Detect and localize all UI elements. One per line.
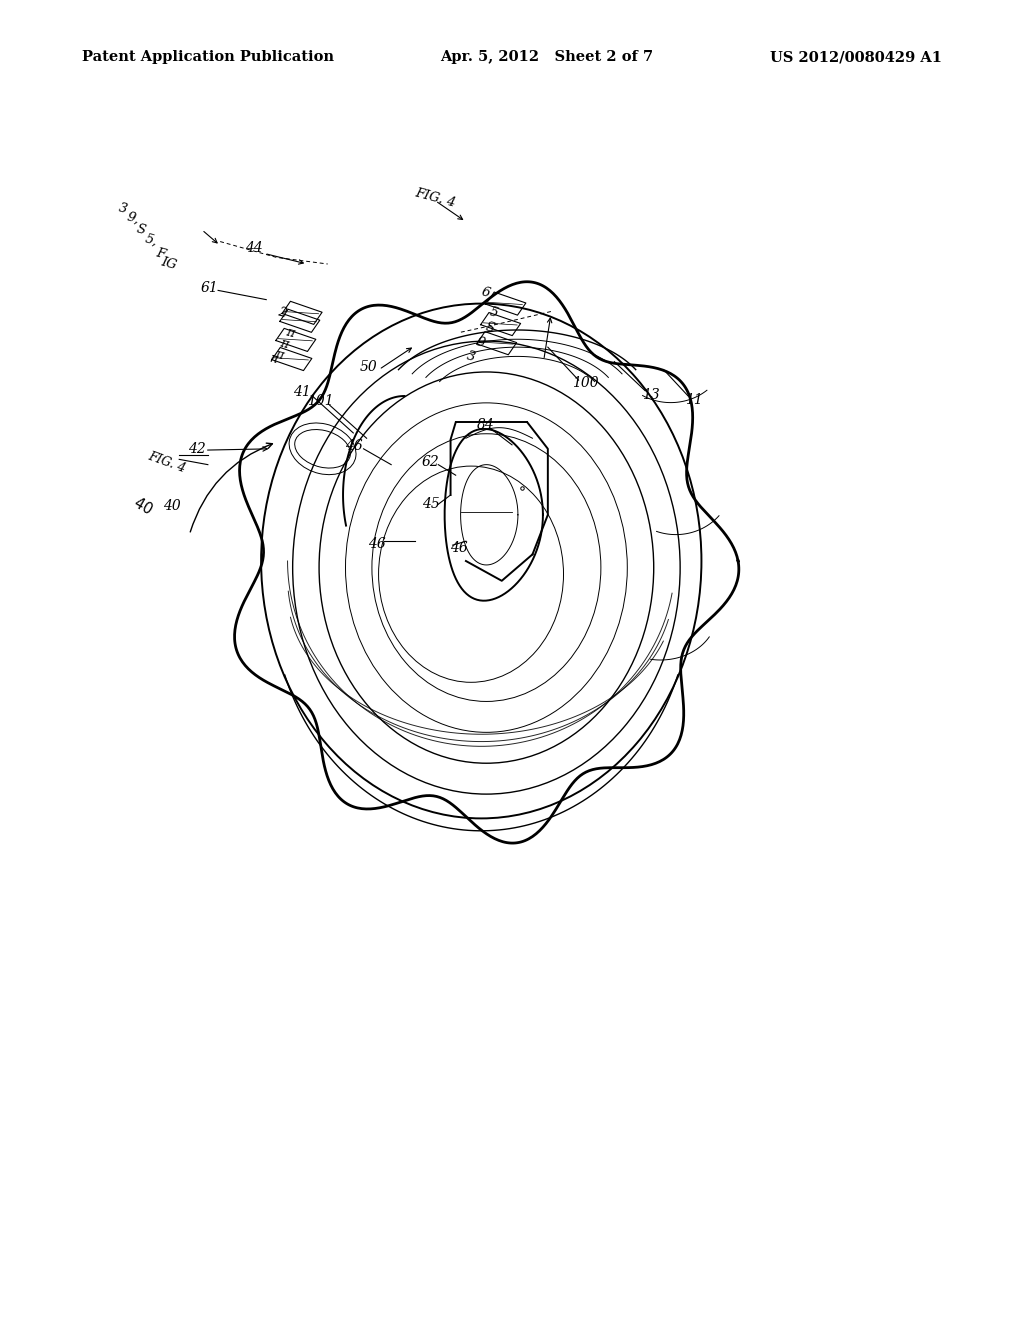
Text: 62: 62 <box>421 455 439 469</box>
Text: 84: 84 <box>476 418 495 432</box>
Text: Apr. 5, 2012   Sheet 2 of 7: Apr. 5, 2012 Sheet 2 of 7 <box>440 50 653 65</box>
Text: 13: 13 <box>642 388 660 401</box>
Text: S: S <box>135 222 147 238</box>
Text: 45: 45 <box>422 498 440 511</box>
Text: 9,: 9, <box>125 210 141 226</box>
Text: π: π <box>284 325 296 341</box>
Text: IG: IG <box>160 256 178 272</box>
Text: 5,: 5, <box>143 232 160 248</box>
Text: 61: 61 <box>201 281 219 294</box>
Text: FIG. 4: FIG. 4 <box>414 186 457 210</box>
Text: 5: 5 <box>487 305 500 321</box>
Text: 101: 101 <box>307 395 334 408</box>
Text: 11: 11 <box>685 393 703 407</box>
Text: $\it{40}$: $\it{40}$ <box>131 494 156 517</box>
Text: Patent Application Publication: Patent Application Publication <box>82 50 334 65</box>
Text: 3: 3 <box>117 201 129 216</box>
Text: 46: 46 <box>345 440 364 453</box>
Text: 46: 46 <box>368 537 386 550</box>
Text: 2: 2 <box>275 305 288 321</box>
Text: $\pi$: $\pi$ <box>268 351 281 367</box>
Text: 9: 9 <box>474 335 486 351</box>
Text: S: S <box>483 319 496 335</box>
Text: 41: 41 <box>293 385 311 399</box>
Text: 50: 50 <box>359 360 378 374</box>
Text: 44: 44 <box>245 242 263 255</box>
Text: 3: 3 <box>465 348 477 364</box>
Text: π: π <box>272 347 285 363</box>
Text: 46: 46 <box>450 541 468 554</box>
Text: 42: 42 <box>187 442 206 455</box>
Text: 100: 100 <box>572 376 599 389</box>
Text: F: F <box>155 246 167 261</box>
Text: FIG. 4: FIG. 4 <box>146 449 187 475</box>
Text: π: π <box>278 335 290 351</box>
Text: 6: 6 <box>479 285 492 301</box>
Text: 40: 40 <box>163 499 181 512</box>
Text: US 2012/0080429 A1: US 2012/0080429 A1 <box>770 50 942 65</box>
